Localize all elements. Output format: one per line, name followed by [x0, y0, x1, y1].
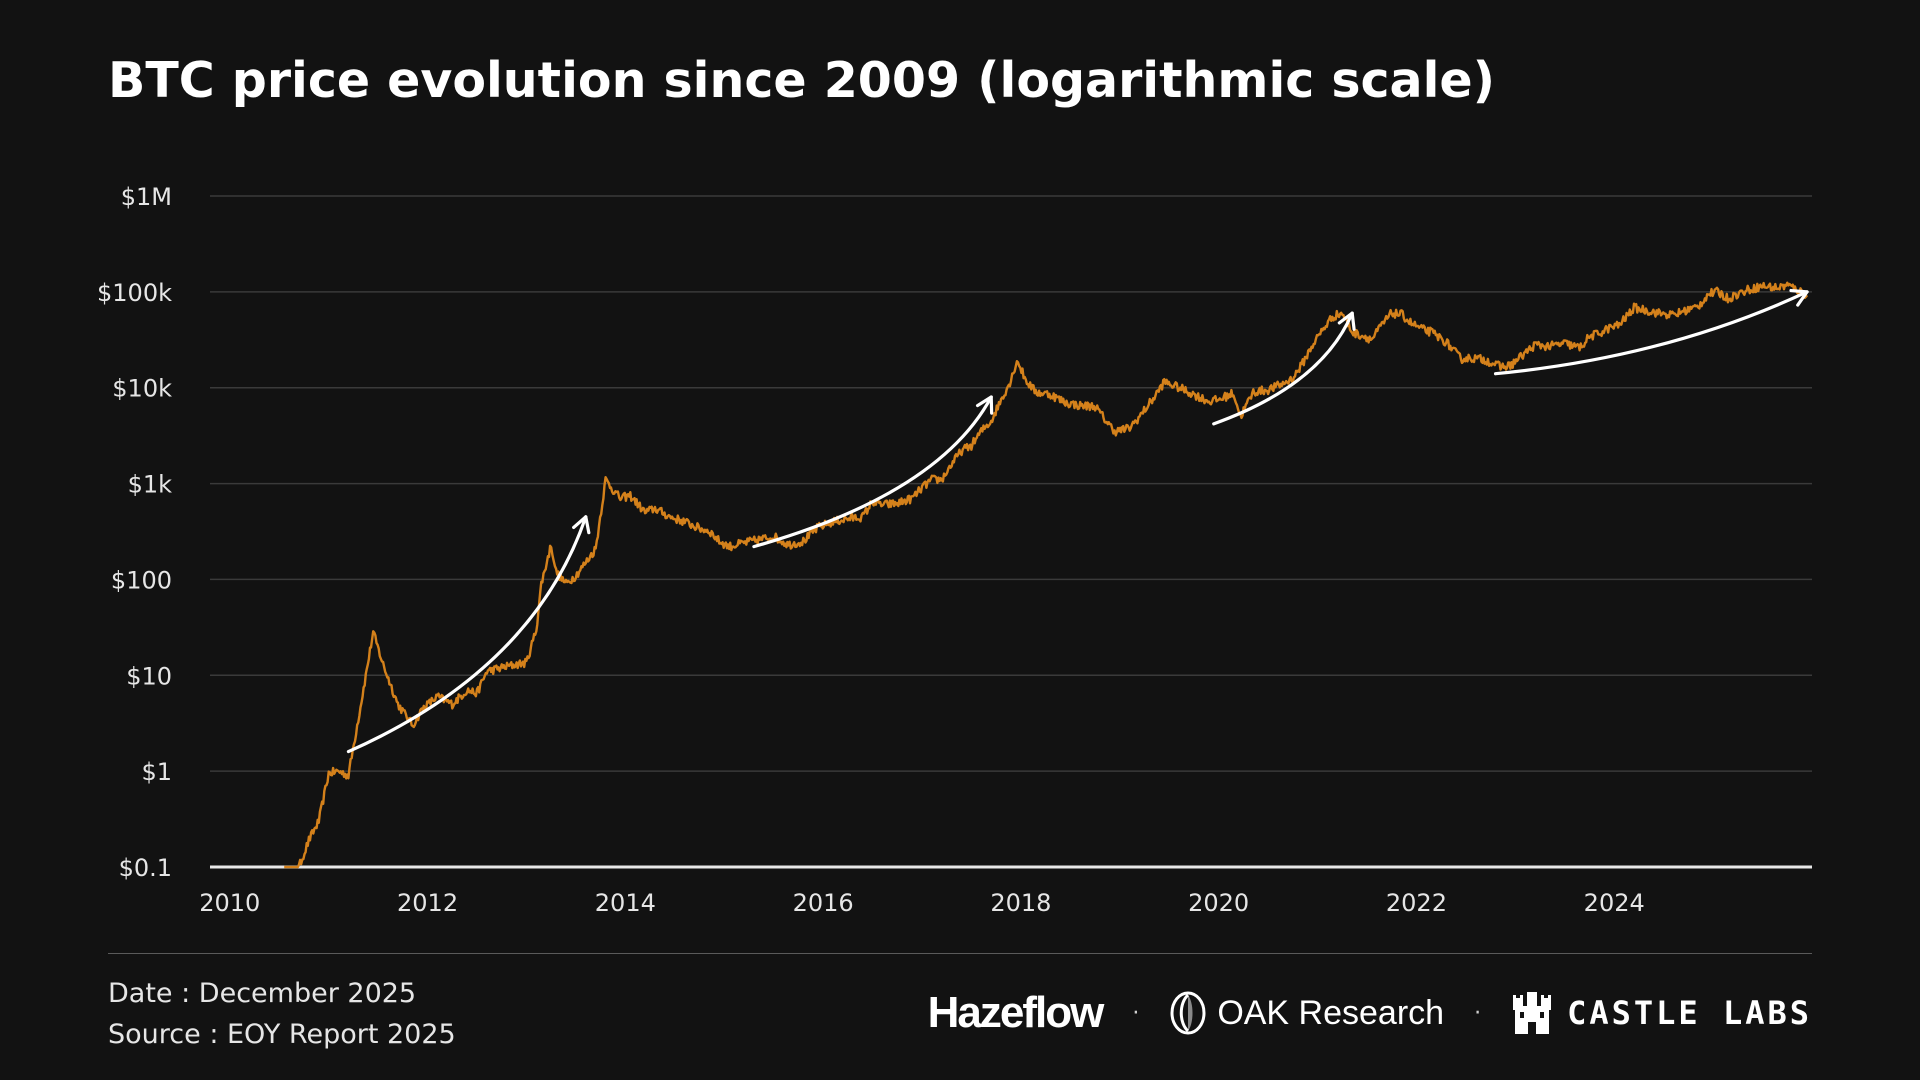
- report-date: Date : December 2025: [108, 978, 417, 1009]
- x-tick-label: 2018: [990, 889, 1051, 917]
- x-tick-label: 2022: [1386, 889, 1447, 917]
- chart-title: BTC price evolution since 2009 (logarith…: [108, 52, 1496, 109]
- y-tick-label: $0.1: [119, 854, 172, 882]
- arrow-head: [975, 395, 994, 415]
- castle-labs-logo: CASTLE LABS: [1511, 990, 1812, 1036]
- oak-research-logo: OAK Research: [1169, 991, 1444, 1035]
- arrow-head: [1789, 288, 1809, 307]
- partner-logos: Hazeflow · OAK Research · CASTLE LABS: [928, 988, 1812, 1038]
- x-tick-label: 2016: [793, 889, 854, 917]
- grid-lines: [210, 195, 1812, 869]
- logo-separator: ·: [1474, 1000, 1482, 1026]
- trend-arrow: [1212, 311, 1354, 426]
- series-group: [284, 281, 1809, 869]
- trend-arrow: [752, 395, 993, 549]
- annotation-arrows: [346, 288, 1809, 754]
- logo-separator: ·: [1132, 1000, 1140, 1026]
- footer-divider: [108, 953, 1812, 954]
- price-line: [284, 281, 1809, 869]
- y-axis-labels: $0.1 $1 $10 $100 $1k $10k $100k $1M: [97, 183, 172, 882]
- arrow-head: [572, 515, 591, 535]
- trend-arrow: [1493, 290, 1809, 376]
- x-tick-label: 2020: [1188, 889, 1249, 917]
- trend-arrow: [346, 515, 588, 754]
- x-tick-label: 2014: [595, 889, 656, 917]
- y-tick-label: $10k: [112, 375, 172, 403]
- oak-leaf-icon: [1170, 991, 1206, 1035]
- arrow-head: [1337, 311, 1356, 331]
- y-tick-label: $1k: [128, 471, 173, 499]
- castle-labs-wordmark: CASTLE LABS: [1567, 994, 1812, 1032]
- y-tick-label: $100: [111, 566, 172, 594]
- castle-icon: [1513, 992, 1552, 1034]
- y-tick-label: $10: [126, 662, 172, 690]
- oak-research-wordmark: OAK Research: [1217, 993, 1445, 1032]
- y-tick-label: $1M: [121, 183, 172, 211]
- y-tick-label: $100k: [97, 279, 172, 307]
- hazeflow-logo: Hazeflow: [927, 988, 1105, 1037]
- x-tick-label: 2010: [199, 889, 260, 917]
- x-tick-label: 2012: [397, 889, 458, 917]
- y-tick-label: $1: [141, 758, 172, 786]
- x-axis-labels: 2010 2012 2014 2016 2018 2020 2022 2024: [199, 889, 1645, 917]
- x-tick-label: 2024: [1584, 889, 1645, 917]
- report-source: Source : EOY Report 2025: [108, 1019, 456, 1050]
